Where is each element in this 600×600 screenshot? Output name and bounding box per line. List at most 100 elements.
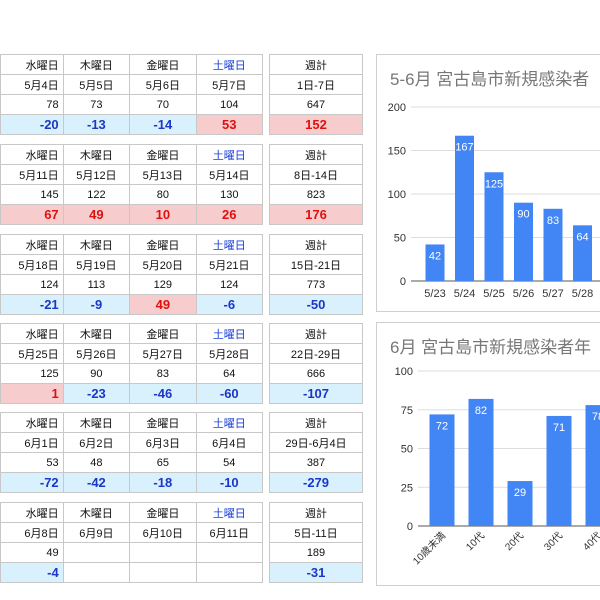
table-row: 823 — [269, 184, 363, 205]
table-row: 週計 — [269, 54, 363, 75]
date-cell: 5月20日 — [129, 254, 197, 275]
date-cell: 5月19日 — [62, 254, 131, 275]
daily-table: 水曜日 木曜日 金曜日 土曜日 5月18日 5月19日 5月20日 5月21日 124 113 12… — [0, 234, 264, 315]
day-header-cell: 金曜日 — [129, 144, 197, 165]
count-cell: 124 — [195, 274, 264, 295]
day-header-cell: 木曜日 — [62, 144, 131, 165]
date-cell: 5月26日 — [62, 343, 131, 364]
table-row: 1日-7日 — [269, 74, 363, 95]
x-tick-label: 40代 — [581, 530, 600, 553]
count-cell: 53 — [0, 452, 64, 473]
y-tick-label: 150 — [388, 146, 406, 158]
x-tick-label: 5/27 — [542, 288, 563, 300]
date-cell: 5月5日 — [62, 74, 131, 95]
table-row: 176 — [269, 204, 363, 225]
chart-title: 5-6月 宮古島市新規感染者 — [390, 70, 590, 89]
total-count-cell: 189 — [269, 542, 363, 563]
y-tick-label: 75 — [401, 405, 413, 417]
count-cell: 73 — [62, 94, 131, 115]
bar — [585, 405, 600, 526]
day-header-cell: 金曜日 — [129, 323, 197, 344]
y-tick-label: 0 — [400, 276, 406, 288]
daily-table: 水曜日 木曜日 金曜日 土曜日 6月8日 6月9日 6月10日 6月11日 49 -4 — [0, 502, 264, 583]
total-diff-cell: -279 — [269, 472, 363, 493]
y-tick-label: 25 — [401, 482, 413, 494]
count-cell: 49 — [0, 542, 64, 563]
diff-cell: -10 — [195, 472, 264, 493]
chart-title: 6月 宮古島市新規感染者年 — [390, 338, 592, 357]
date-cell: 5月25日 — [0, 343, 64, 364]
date-cell: 5月28日 — [195, 343, 264, 364]
count-cell: 124 — [0, 274, 64, 295]
bar — [573, 225, 592, 281]
total-diff-cell: 152 — [269, 114, 363, 135]
count-cell: 129 — [129, 274, 197, 295]
total-count-cell: 666 — [269, 363, 363, 384]
table-row: -72 -42 -18 -10 — [0, 472, 264, 493]
table-row: 週計 — [269, 323, 363, 344]
day-header-cell: 土曜日 — [195, 54, 264, 75]
date-cell: 5月13日 — [129, 164, 197, 185]
date-cell: 6月11日 — [195, 522, 264, 543]
table-row: -21 -9 49 -6 — [0, 294, 264, 315]
total-range-cell: 15日-21日 — [269, 254, 363, 275]
diff-cell: 49 — [129, 294, 197, 315]
diff-cell: -4 — [0, 562, 64, 583]
count-cell: 130 — [195, 184, 264, 205]
day-header-cell: 木曜日 — [62, 323, 131, 344]
date-cell: 5月14日 — [195, 164, 264, 185]
day-header-cell: 水曜日 — [0, 412, 64, 433]
diff-cell: -13 — [62, 114, 131, 135]
table-row: 67 49 10 26 — [0, 204, 264, 225]
day-header-cell: 水曜日 — [0, 323, 64, 344]
bar — [484, 172, 504, 281]
table-row: 水曜日 木曜日 金曜日 土曜日 — [0, 412, 264, 433]
table-row: 29日-6月4日 — [269, 432, 363, 453]
total-header-cell: 週計 — [269, 412, 363, 433]
x-tick-label: 5/23 — [424, 288, 445, 300]
weekly-total-table: 週計 5日-11日 189 -31 — [269, 502, 363, 583]
date-cell: 5月7日 — [195, 74, 264, 95]
diff-cell: 49 — [62, 204, 131, 225]
count-cell: 54 — [195, 452, 264, 473]
table-row: 水曜日 木曜日 金曜日 土曜日 — [0, 323, 264, 344]
bar — [514, 202, 533, 281]
bar — [546, 415, 572, 526]
table-row: 124 113 129 124 — [0, 274, 264, 295]
total-count-cell: 823 — [269, 184, 363, 205]
table-row: -279 — [269, 472, 363, 493]
weekly-total-table: 週計 8日-14日 823 176 — [269, 144, 363, 225]
table-row: 125 90 83 64 — [0, 363, 264, 384]
table-row: -31 — [269, 562, 363, 583]
table-row: 387 — [269, 452, 363, 473]
count-cell — [129, 542, 197, 563]
table-row: 6月8日 6月9日 6月10日 6月11日 — [0, 522, 264, 543]
weekly-total-table: 週計 29日-6月4日 387 -279 — [269, 412, 363, 493]
x-tick-label: 5/24 — [454, 288, 475, 300]
table-row: 78 73 70 104 — [0, 94, 264, 115]
total-header-cell: 週計 — [269, 144, 363, 165]
x-tick-label: 10代 — [464, 530, 487, 553]
date-cell: 6月10日 — [129, 522, 197, 543]
total-diff-cell: 176 — [269, 204, 363, 225]
data-label: 83 — [547, 215, 559, 227]
diff-cell: -6 — [195, 294, 264, 315]
weekly-total-table: 週計 1日-7日 647 152 — [269, 54, 363, 135]
table-row: 1 -23 -46 -60 — [0, 383, 264, 404]
count-cell: 48 — [62, 452, 131, 473]
total-range-cell: 5日-11日 — [269, 522, 363, 543]
day-header-cell: 金曜日 — [129, 412, 197, 433]
diff-cell: -46 — [129, 383, 197, 404]
date-cell: 5月6日 — [129, 74, 197, 95]
table-row: 666 — [269, 363, 363, 384]
bar — [455, 135, 474, 281]
day-header-cell: 土曜日 — [195, 323, 264, 344]
table-row: 145 122 80 130 — [0, 184, 264, 205]
chart-panel-daily: 5-6月 宮古島市新規感染者 0 50 100 150 200 42 5/23 167 5/24… — [376, 54, 600, 312]
day-header-cell: 木曜日 — [62, 54, 131, 75]
total-range-cell: 1日-7日 — [269, 74, 363, 95]
total-diff-cell: -31 — [269, 562, 363, 583]
day-header-cell: 水曜日 — [0, 502, 64, 523]
x-tick-label: 10歳未満 — [411, 530, 449, 568]
table-row: 15日-21日 — [269, 254, 363, 275]
